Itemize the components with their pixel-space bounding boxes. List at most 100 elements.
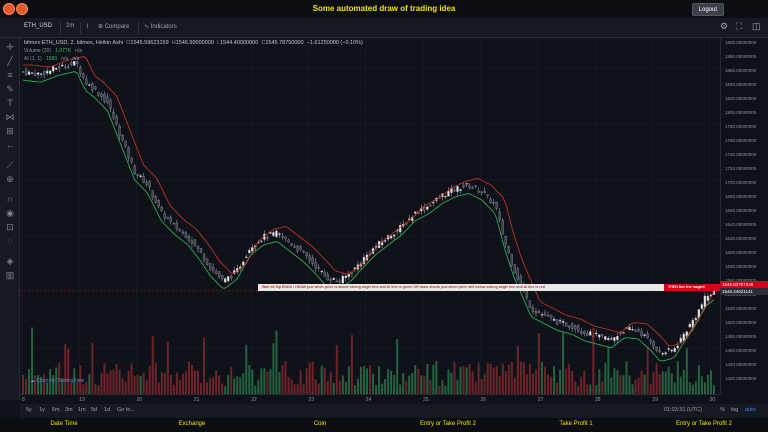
time-axis[interactable]: 8 19 20 21 22 23 24 25 26 27 28 29 30	[20, 394, 720, 404]
candle-body	[302, 250, 305, 253]
candle-body	[462, 184, 465, 188]
volume-bar	[610, 377, 613, 394]
candle-body	[33, 73, 37, 76]
candle-body	[124, 140, 127, 147]
range-button[interactable]: 5y	[26, 407, 32, 413]
utc-clock[interactable]: 01:03:31 (UTC)	[664, 407, 702, 413]
percent-scale-toggle[interactable]: %	[720, 407, 725, 413]
volume-bar	[70, 382, 73, 394]
volume-bar	[58, 362, 61, 394]
log-scale-toggle[interactable]: log	[731, 407, 739, 413]
snapshot-icon[interactable]: ◫	[752, 21, 761, 31]
bar-style-icon[interactable]: ⌇	[86, 24, 89, 30]
range-button[interactable]: 1y	[39, 407, 45, 413]
logout-button[interactable]: Logout	[691, 3, 724, 16]
series-name: bitmex:ETH_USD, 2, bitmex, Heikin Ashi	[24, 40, 124, 46]
crosshair-icon[interactable]: ✛	[6, 42, 14, 52]
candle-body	[58, 66, 61, 69]
lock-icon[interactable]: ⊡	[6, 222, 14, 232]
price-axis[interactable]: 1900.00000000 1880.00000000 1860.00000000 1…	[720, 38, 768, 394]
ruler-icon[interactable]: ⟋	[6, 160, 14, 170]
volume-bar	[486, 363, 489, 394]
volume-bar	[184, 370, 187, 394]
volume-bar	[142, 372, 145, 394]
range-bar: 01:03:31 (UTC) % log auto 5y 1y 6m 3m 1m 5d 1d…	[20, 404, 768, 418]
volume-bar	[417, 368, 420, 394]
volume-bar	[335, 345, 338, 394]
range-button[interactable]: 1d	[104, 407, 111, 413]
price-chart[interactable]	[20, 38, 720, 394]
volume-bar	[489, 363, 492, 394]
compare-button[interactable]: ⊕ Compare	[98, 24, 130, 30]
fullscreen-icon[interactable]: ⛶	[736, 21, 743, 31]
price-label: 1700.00000000	[725, 180, 757, 185]
volume-bar	[251, 369, 254, 394]
candle-body	[552, 318, 556, 321]
volume-bar	[347, 366, 350, 394]
trash-icon[interactable]: ▥	[5, 270, 15, 280]
candle-body	[296, 245, 299, 252]
volume-bar	[432, 364, 435, 394]
text-icon[interactable]: T	[7, 98, 13, 108]
arrow-icon[interactable]: ←	[5, 140, 15, 150]
symbol-search[interactable]: ETH_USD	[24, 23, 53, 29]
interval-selector[interactable]: 2m	[66, 23, 75, 29]
trend-line-icon[interactable]: ╱	[7, 56, 13, 66]
candle-body	[528, 300, 532, 309]
time-label: 23	[308, 397, 315, 403]
range-button[interactable]: 3m	[65, 407, 73, 413]
zoom-icon[interactable]: ⊕	[6, 174, 14, 184]
hide-icon[interactable]: ◌	[7, 236, 13, 246]
candle-body	[631, 329, 634, 331]
layers-icon[interactable]: ◈	[6, 256, 14, 266]
candle-body	[139, 175, 142, 178]
volume-bar	[64, 344, 67, 394]
volume-bar	[649, 383, 652, 394]
price-label: 1780.00000000	[725, 124, 757, 129]
range-button[interactable]: 6m	[52, 407, 60, 413]
high-value: 1546.90000000	[175, 40, 214, 46]
volume-bar	[245, 344, 248, 394]
candle-body	[199, 248, 203, 253]
price-label: 1820.00000000	[725, 96, 757, 101]
volume-bar	[67, 348, 70, 394]
volume-bar	[260, 368, 263, 394]
candle-body	[266, 237, 269, 239]
volume-bar	[709, 370, 712, 394]
candle-body	[275, 230, 278, 237]
range-button[interactable]: 1m	[78, 407, 86, 413]
candle-body	[447, 190, 450, 197]
settings-icon[interactable]: ⚙	[720, 21, 729, 31]
candle-body	[679, 337, 682, 343]
candle-body	[157, 200, 160, 207]
volume-bar	[22, 374, 24, 394]
candle-body	[700, 304, 704, 309]
volume-bar	[52, 375, 55, 394]
indicators-button[interactable]: ∿ Indicators	[144, 24, 177, 30]
candle-body	[471, 187, 474, 189]
measure-icon[interactable]: ⊞	[6, 126, 14, 136]
candle-body	[655, 347, 658, 351]
volume-bar	[462, 365, 465, 394]
candle-body	[163, 213, 166, 219]
candle-body	[459, 189, 462, 191]
fib-icon[interactable]: ≡	[7, 70, 13, 80]
pattern-icon[interactable]: ⋈	[5, 112, 15, 122]
volume-bar	[181, 373, 184, 394]
range-button[interactable]: Go to...	[117, 407, 136, 413]
volume-bar	[365, 368, 368, 394]
volume-bar	[637, 377, 640, 394]
auto-scale-toggle[interactable]: auto	[745, 407, 756, 413]
candle-body	[55, 68, 58, 70]
magnet-icon[interactable]: ∩	[6, 194, 14, 204]
chart-pane[interactable]	[20, 38, 720, 394]
range-button[interactable]: 5d	[91, 407, 98, 413]
candle-body	[88, 84, 91, 86]
tradingview-watermark[interactable]: ☁ Chart by TradingView	[30, 378, 85, 384]
volume-bar	[652, 372, 655, 394]
candle-body	[643, 334, 646, 336]
volume-bar	[130, 363, 133, 394]
eye-icon[interactable]: ◉	[6, 208, 14, 218]
candle-body	[601, 334, 604, 336]
brush-icon[interactable]: ✎	[6, 84, 14, 94]
